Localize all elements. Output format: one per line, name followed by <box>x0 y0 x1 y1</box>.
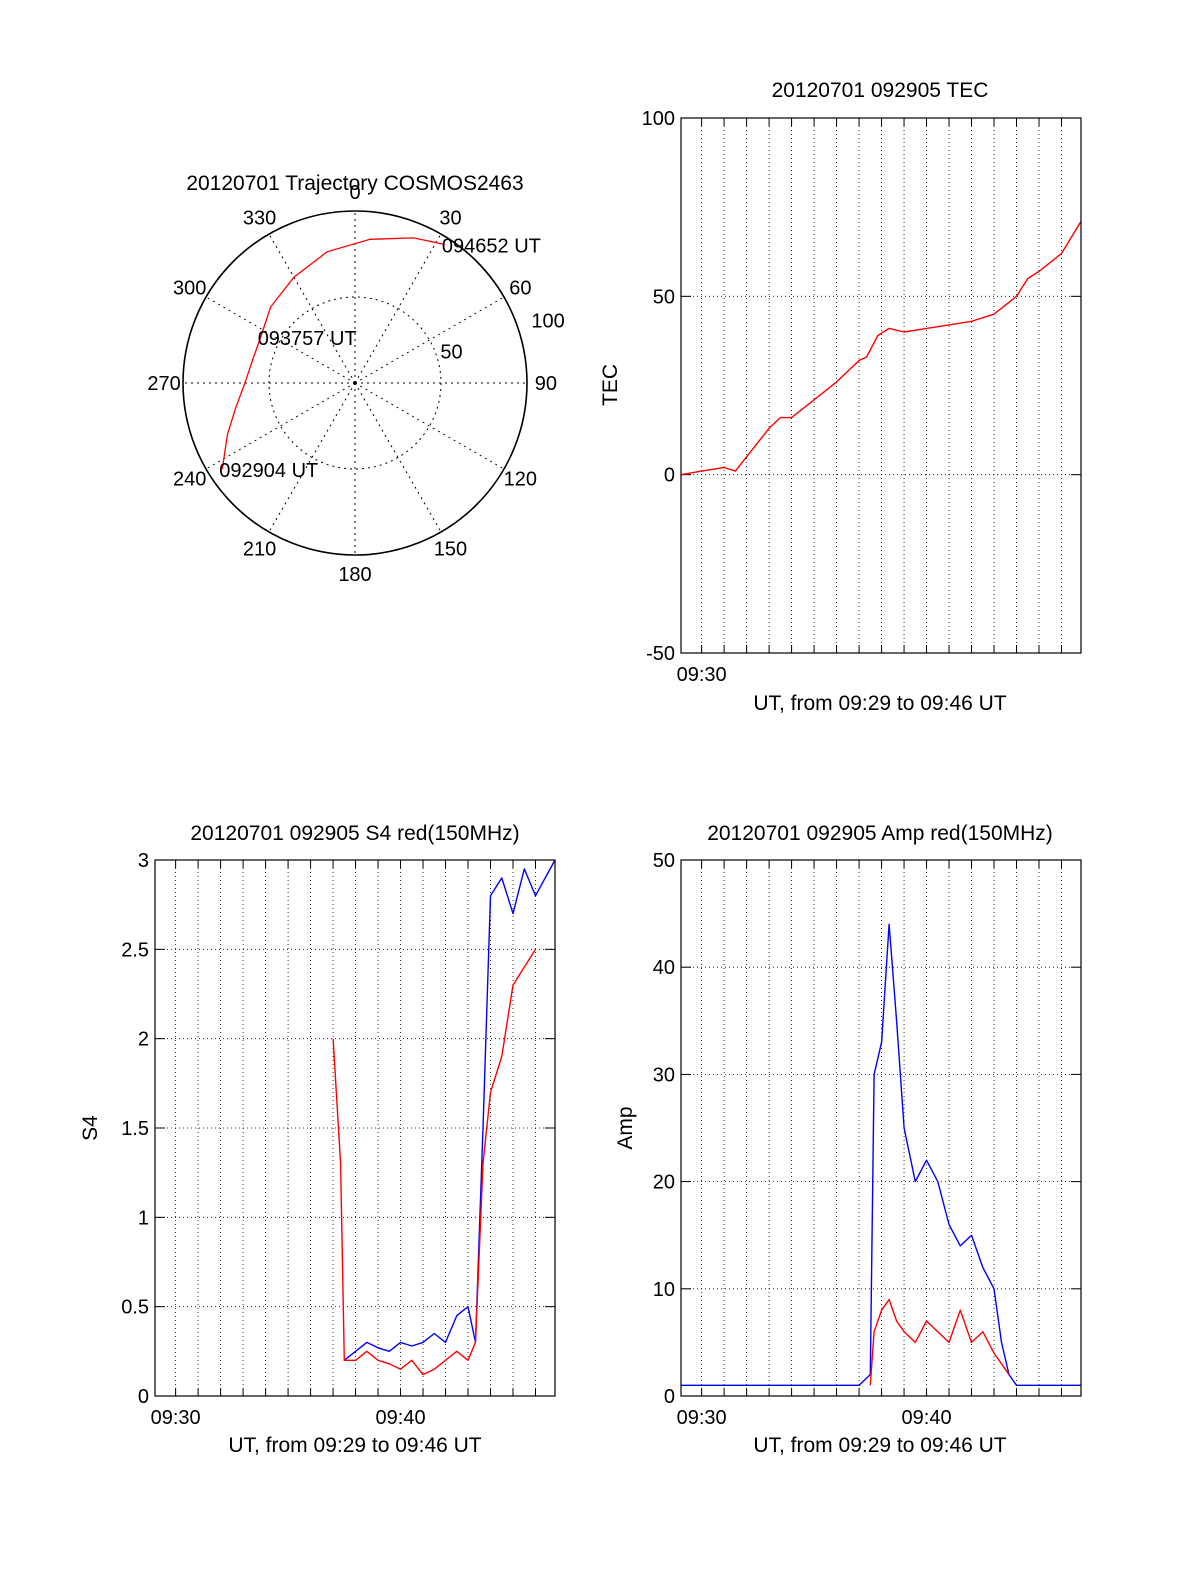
s4-ytick-label-1: 0.5 <box>121 1297 149 1319</box>
tec-panel: 20120701 092905 TEC -50 0 50 100 09:30 UT, … <box>599 79 1082 715</box>
polar-azimuth-labels: 0 30 60 90 120 150 180 210 240 270 300 330 <box>147 182 557 586</box>
tec-grid <box>681 117 1081 654</box>
azimuth-label-1: 30 <box>439 208 461 230</box>
amp-ylabel: Amp <box>614 1106 637 1149</box>
azimuth-label-4: 120 <box>504 468 537 490</box>
amp-y-ticks: 0 10 20 30 40 50 <box>653 850 675 1408</box>
amp-series <box>681 923 1081 1386</box>
amp-series-line-0 <box>681 923 1081 1386</box>
polar-spoke-8 <box>205 382 356 470</box>
polar-spoke-5 <box>354 382 442 533</box>
s4-x-ticks: 09:30 09:40 <box>151 1407 426 1429</box>
tec-xlabel: UT, from 09:29 to 09:46 UT <box>753 692 1006 715</box>
azimuth-label-5: 150 <box>434 538 467 560</box>
tec-xtick-label-0: 09:30 <box>677 664 727 686</box>
polar-outer-circle <box>182 210 528 556</box>
tec-ytick-label-1: 0 <box>664 465 675 487</box>
azimuth-label-8: 240 <box>173 468 206 490</box>
amp-grid <box>681 859 1081 1397</box>
tec-ytick-label-2: 50 <box>653 286 675 308</box>
polar-spoke-10 <box>205 296 356 384</box>
polar-spoke-11 <box>268 233 356 384</box>
amp-ytick-label-1: 10 <box>653 1279 675 1301</box>
amp-ytick-label-2: 20 <box>653 1172 675 1194</box>
polar-spoke-2 <box>354 296 505 384</box>
s4-series-line-0 <box>343 859 556 1361</box>
amp-ytick-label-0: 0 <box>664 1386 675 1408</box>
azimuth-label-2: 60 <box>509 278 531 300</box>
polar-ring-labels: 50 100 <box>440 310 564 363</box>
s4-grid <box>155 859 555 1397</box>
polar-spoke-7 <box>268 382 356 533</box>
polar-grid <box>182 210 528 556</box>
tec-ytick-label-3: 100 <box>642 108 675 130</box>
s4-xlabel: UT, from 09:29 to 09:46 UT <box>228 1434 481 1457</box>
trajectory-annotation-0: 094652 UT <box>442 236 541 258</box>
s4-ytick-label-6: 3 <box>138 850 149 872</box>
amp-ytick-label-4: 40 <box>653 957 675 979</box>
tec-series-line-0 <box>680 221 1082 476</box>
amp-xtick-label-0: 09:30 <box>677 1407 727 1429</box>
trajectory-annotation-2: 092904 UT <box>219 460 318 482</box>
amp-panel: 20120701 092905 Amp red(150MHz) 0 10 20 30 4… <box>614 822 1082 1457</box>
tec-plot-frame <box>680 117 1082 654</box>
s4-plot-frame <box>154 859 556 1397</box>
azimuth-label-11: 330 <box>243 208 276 230</box>
tec-ylabel: TEC <box>599 364 622 406</box>
trajectory-panel: 20120701 Trajectory COSMOS2463 0 30 60 90 12… <box>147 172 564 586</box>
s4-panel: 20120701 092905 S4 red(150MHz) 0 0.5 1 1.5 2… <box>79 822 556 1457</box>
amp-xtick-label-1: 09:40 <box>902 1407 952 1429</box>
s4-ytick-label-2: 1 <box>138 1207 149 1229</box>
amp-x-ticks: 09:30 09:40 <box>677 1407 952 1429</box>
azimuth-label-9: 270 <box>147 373 180 395</box>
polar-spoke-1 <box>354 233 442 384</box>
s4-title: 20120701 092905 S4 red(150MHz) <box>190 822 519 845</box>
amp-xlabel: UT, from 09:29 to 09:46 UT <box>753 1434 1006 1457</box>
amp-ytick-label-5: 50 <box>653 850 675 872</box>
trajectory-annotation-1: 093757 UT <box>258 328 357 350</box>
s4-y-ticks: 0 0.5 1 1.5 2 2.5 3 <box>121 850 149 1408</box>
s4-series-line-1 <box>332 948 537 1376</box>
s4-xtick-label-1: 09:40 <box>376 1407 426 1429</box>
azimuth-label-3: 90 <box>535 373 557 395</box>
s4-ytick-label-4: 2 <box>138 1029 149 1051</box>
amp-title: 20120701 092905 Amp red(150MHz) <box>707 822 1053 845</box>
s4-ylabel: S4 <box>79 1115 102 1141</box>
ring-label-1: 100 <box>531 310 564 332</box>
azimuth-label-10: 300 <box>173 278 206 300</box>
tec-series <box>680 221 1082 476</box>
polar-spoke-4 <box>354 382 505 470</box>
s4-series <box>332 859 556 1376</box>
amp-series-line-1 <box>869 1298 1010 1386</box>
tec-title: 20120701 092905 TEC <box>772 79 989 102</box>
s4-ytick-label-0: 0 <box>138 1386 149 1408</box>
trajectory-annotations: 094652 UT 093757 UT 092904 UT <box>219 236 541 483</box>
azimuth-label-6: 180 <box>338 564 371 586</box>
trajectory-series <box>221 237 446 470</box>
amp-plot-frame <box>680 859 1082 1397</box>
tec-ytick-label-0: -50 <box>646 643 675 665</box>
s4-xtick-label-0: 09:30 <box>151 1407 201 1429</box>
trajectory-line-0 <box>221 237 446 470</box>
amp-ytick-label-3: 30 <box>653 1064 675 1086</box>
s4-ytick-label-3: 1.5 <box>121 1118 149 1140</box>
s4-ytick-label-5: 2.5 <box>121 939 149 961</box>
tec-x-ticks: 09:30 <box>677 664 727 686</box>
azimuth-label-7: 210 <box>243 538 276 560</box>
trajectory-title: 20120701 Trajectory COSMOS2463 <box>186 172 523 195</box>
azimuth-label-0: 0 <box>349 182 360 204</box>
ring-label-0: 50 <box>440 342 462 364</box>
tec-y-ticks: -50 0 50 100 <box>642 108 675 665</box>
